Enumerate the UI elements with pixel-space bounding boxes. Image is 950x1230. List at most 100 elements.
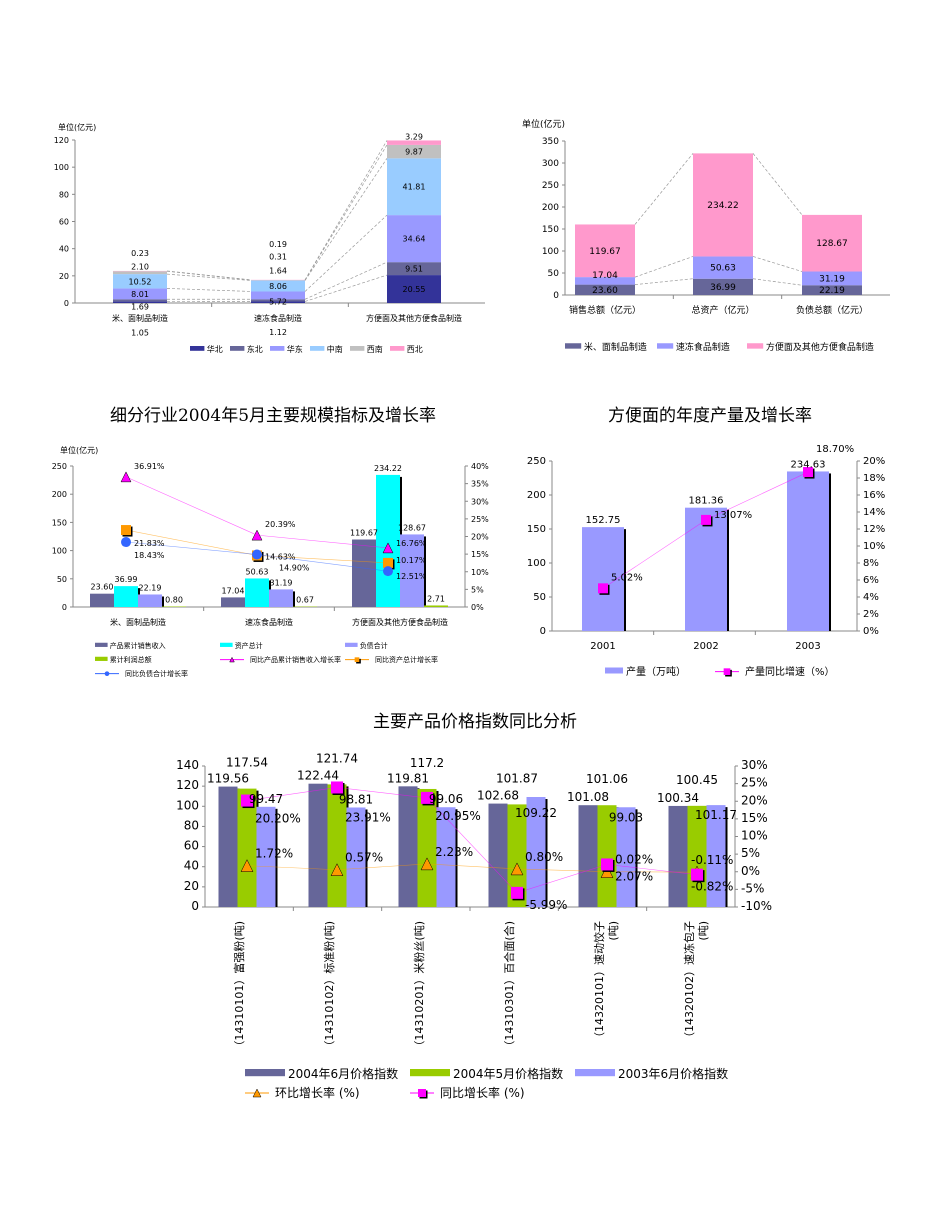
series-connector (752, 153, 803, 216)
y2-tick-label: 14% (863, 507, 885, 518)
y2-tick-label: 25% (741, 776, 768, 790)
y-tick-label: 140 (176, 758, 199, 772)
line-marker (331, 781, 343, 794)
bar (417, 788, 437, 907)
line-marker (803, 467, 813, 478)
y-tick-label: 60 (184, 839, 199, 853)
legend-label: 产量同比增速（%） (745, 665, 835, 678)
bar-segment (251, 301, 305, 303)
x-tick-label: （14310301）百合面(合) (502, 921, 516, 1052)
bar-value-label: 117.2 (410, 756, 444, 770)
x-tick-label: 销售总额（亿元） (569, 304, 641, 316)
y-tick-label: 120 (54, 136, 69, 145)
y-tick-label: 350 (542, 137, 559, 147)
y2-tick-label: -10% (741, 899, 772, 913)
bar-segment (693, 278, 753, 295)
bar (668, 805, 688, 907)
line-value-label: 21.83% (134, 539, 165, 548)
chart-c5: 0 20 40 60 80 100 120 140 -10% -5% 0% 5% 10% 15% 20% 25… (176, 751, 772, 1100)
legend-swatch (345, 642, 358, 647)
x-tick-label: 速冻食品制造 (245, 617, 293, 627)
bar-value-label: 100.45 (676, 773, 718, 787)
unit-label: 单位(亿元) (522, 118, 565, 130)
bar-segment (575, 224, 635, 278)
line-value-label: 18.70% (816, 444, 854, 455)
bar-segment (251, 299, 305, 302)
y-tick-label: 250 (527, 456, 546, 467)
legend-label: 西南 (367, 344, 383, 354)
legend-label: 速冻食品制造 (676, 341, 730, 353)
bar (90, 593, 114, 607)
line-value-label: 13.07% (714, 510, 752, 521)
legend-swatch (95, 642, 108, 647)
legend-label: 东北 (247, 344, 263, 354)
bar (138, 594, 162, 607)
series-connector (634, 153, 694, 225)
line-marker (421, 791, 433, 804)
bar-value-label: 98.81 (339, 792, 373, 806)
line-value-label: 23.91% (345, 810, 391, 824)
legend-swatch (350, 346, 365, 351)
bar-value-label: 99.03 (609, 810, 643, 824)
data-label: 1.69 (131, 302, 149, 311)
legend-label: 2004年5月价格指数 (453, 1066, 563, 1081)
bar-segment (387, 275, 441, 303)
bar (597, 805, 617, 907)
bar (507, 804, 527, 907)
line-marker (510, 862, 524, 876)
bar (245, 578, 269, 607)
series-connector (752, 278, 803, 286)
x-tick-label: 2003 (795, 641, 820, 652)
bar-segment (113, 288, 167, 300)
series-connector (304, 144, 388, 281)
y-tick-label: 20 (184, 879, 199, 893)
y-tick-label: 20 (59, 272, 69, 281)
legend-label: 米、面制品制造 (584, 341, 647, 353)
line-value-label: 10.17% (396, 556, 427, 565)
data-label: 10.52 (129, 277, 152, 286)
series-connector (304, 140, 388, 281)
y2-tick-label: 25% (471, 515, 489, 524)
bar-value-label: 2.71 (427, 594, 445, 603)
legend-label: 产量（万吨） (626, 665, 686, 678)
bar (424, 605, 448, 607)
bar (787, 471, 829, 631)
legend-label: 华东 (287, 344, 303, 354)
y2-tick-label: 10% (471, 568, 489, 577)
line-marker (251, 529, 263, 541)
line-value-label: -5.99% (525, 898, 567, 912)
line-marker (252, 549, 262, 560)
series-connector (634, 256, 694, 278)
bar (376, 474, 400, 607)
y2-tick-label: 35% (471, 480, 489, 489)
y-tick-label: 100 (542, 247, 559, 257)
line-value-label: 16.76% (396, 539, 427, 548)
data-label: 8.01 (131, 290, 149, 299)
line-value-label: 0.57% (345, 851, 383, 865)
unit-label: 单位(亿元) (58, 122, 96, 132)
bar (346, 807, 366, 907)
bar (237, 788, 257, 907)
y-tick-label: 80 (184, 818, 199, 832)
bar-value-label: 17.04 (222, 586, 245, 595)
x-tick-label: 2002 (693, 641, 718, 652)
chart-title-price-index: 主要产品价格指数同比分析 (373, 712, 577, 732)
bar (308, 783, 328, 907)
bar (400, 534, 424, 607)
line-value-label: 20.95% (435, 809, 481, 823)
legend-label: 中南 (327, 344, 343, 354)
bar-segment (802, 214, 862, 272)
legend-marker (229, 656, 235, 663)
series-connector (304, 261, 388, 300)
bar-value-label: 234.22 (374, 464, 402, 473)
y2-tick-label: 15% (471, 550, 489, 559)
line-marker (120, 471, 132, 483)
x-tick-label: 负债总额（亿元） (796, 304, 868, 316)
data-label: 36.99 (710, 283, 736, 293)
x-tick-label: 方便面及其他方便食品制造 (352, 617, 448, 627)
line-marker (330, 863, 344, 876)
bar (269, 589, 293, 607)
line-value-label: 5.02% (611, 572, 643, 583)
chart-title-noodle-output: 方便面的年度产量及增长率 (608, 406, 812, 426)
data-label: 2.10 (131, 263, 149, 272)
